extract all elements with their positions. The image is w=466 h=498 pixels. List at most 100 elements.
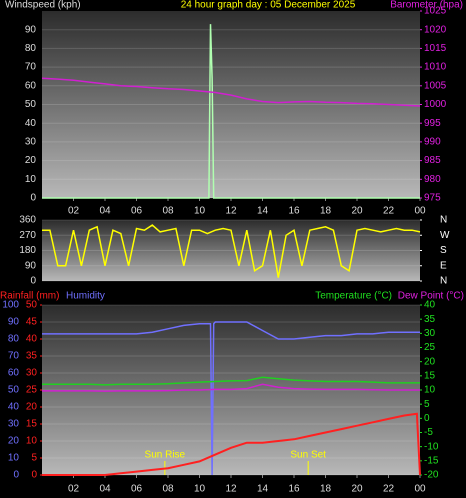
y2-tick-label: 975 <box>424 193 441 204</box>
y3-tick-label: 40 <box>26 334 38 345</box>
y-tick-label: 40 <box>25 118 37 129</box>
y-tick-label: 360 <box>19 215 36 226</box>
x-tick-label: 22 <box>383 484 395 495</box>
series-line <box>42 412 421 476</box>
y2-tick-label: 5 <box>424 399 430 410</box>
y2-tick-label: 1000 <box>424 99 447 110</box>
y-tick-label: 20 <box>8 436 20 447</box>
x-tick-label: 06 <box>131 484 143 495</box>
y2-tick-label: N <box>440 276 447 287</box>
y-tick-label: 60 <box>8 368 20 379</box>
y-tick-label: 20 <box>25 155 37 166</box>
y-tick-label: 100 <box>2 300 19 311</box>
y-tick-label: 50 <box>8 385 20 396</box>
x-tick-label: 12 <box>225 206 237 217</box>
y-tick-label: 30 <box>8 419 20 430</box>
y3-tick-label: 45 <box>26 317 38 328</box>
plot-area <box>42 11 420 198</box>
y2-tick-label: 30 <box>424 328 436 339</box>
y-tick-label: 80 <box>25 43 37 54</box>
y3-tick-label: 5 <box>31 453 37 464</box>
y2-tick-label: 1020 <box>424 24 447 35</box>
y-tick-label: 90 <box>8 317 20 328</box>
x-tick-label: 16 <box>288 484 300 495</box>
y2-tick-label: 985 <box>424 155 441 166</box>
y-tick-label: 60 <box>25 80 37 91</box>
y2-tick-label: N <box>440 215 447 226</box>
y-tick-label: 0 <box>30 276 36 287</box>
y-tick-label: 40 <box>8 402 20 413</box>
y-tick-label: 80 <box>8 334 20 345</box>
y2-tick-label: 0 <box>424 413 430 424</box>
y2-tick-label: S <box>440 245 447 256</box>
x-tick-label: 16 <box>288 206 300 217</box>
x-tick-label: 02 <box>68 206 80 217</box>
y3-tick-label: 50 <box>26 300 38 311</box>
x-tick-label: 10 <box>194 206 206 217</box>
y2-tick-label: -5 <box>424 427 433 438</box>
x-tick-label: 18 <box>320 206 332 217</box>
y-tick-label: 10 <box>25 174 37 185</box>
y3-tick-label: 35 <box>26 351 38 362</box>
x-tick-label: 22 <box>383 206 395 217</box>
y3-tick-label: 10 <box>26 436 38 447</box>
axis-title: Humidity <box>66 291 105 302</box>
y2-tick-label: 990 <box>424 137 441 148</box>
series-line <box>42 376 420 386</box>
y-tick-label: 90 <box>25 24 37 35</box>
x-tick-label: 04 <box>99 206 111 217</box>
series-line <box>42 224 421 278</box>
y2-tick-label: E <box>440 260 447 271</box>
y-tick-label: 0 <box>30 193 36 204</box>
axis-title: Windspeed (kph) <box>5 0 81 11</box>
y3-tick-label: 25 <box>26 385 38 396</box>
series-line <box>42 24 420 199</box>
series-line <box>41 77 421 107</box>
x-tick-label: 20 <box>351 484 363 495</box>
axis-title: Dew Point (°C) <box>398 291 464 302</box>
x-tick-label: 20 <box>351 206 363 217</box>
y2-tick-label: -15 <box>424 455 439 466</box>
annotation: Sun Rise <box>145 450 186 461</box>
y-tick-label: 50 <box>25 99 37 110</box>
x-tick-label: 06 <box>131 206 143 217</box>
y2-tick-label: 15 <box>424 370 436 381</box>
x-tick-label: 14 <box>257 484 269 495</box>
axis-title: Temperature (°C) <box>315 291 392 302</box>
y2-tick-label: 25 <box>424 342 436 353</box>
axis-title: Rainfall (mm) <box>0 291 59 302</box>
y-tick-label: 0 <box>13 470 19 481</box>
y2-tick-label: 1025 <box>424 6 447 17</box>
series-line <box>42 383 420 392</box>
y-tick-label: 90 <box>25 260 37 271</box>
x-tick-label: 00 <box>414 206 426 217</box>
y-tick-label: 30 <box>25 137 37 148</box>
y-tick-label: 70 <box>8 351 20 362</box>
y-tick-label: 270 <box>19 230 36 241</box>
y2-tick-label: 10 <box>424 385 436 396</box>
x-tick-label: 02 <box>68 484 80 495</box>
x-tick-label: 04 <box>99 484 111 495</box>
x-tick-label: 08 <box>162 206 174 217</box>
y2-tick-label: 40 <box>424 300 436 311</box>
y3-tick-label: 15 <box>26 419 38 430</box>
axis-title: Barometer (hpa) <box>390 0 463 11</box>
y2-tick-label: 995 <box>424 118 441 129</box>
x-tick-label: 00 <box>414 484 426 495</box>
y2-tick-label: 20 <box>424 356 436 367</box>
x-tick-label: 14 <box>257 206 269 217</box>
y3-tick-label: 20 <box>26 402 38 413</box>
y2-tick-label: W <box>440 230 450 241</box>
series-line <box>42 321 420 476</box>
y3-tick-label: 0 <box>31 470 37 481</box>
y-tick-label: 180 <box>19 245 36 256</box>
y-tick-label: 70 <box>25 62 37 73</box>
axis-title: 24 hour graph day : 05 December 2025 <box>181 0 356 11</box>
annotation: Sun Set <box>290 450 326 461</box>
y3-tick-label: 30 <box>26 368 38 379</box>
y2-tick-label: 1005 <box>424 80 447 91</box>
x-tick-label: 10 <box>194 484 206 495</box>
y2-tick-label: -10 <box>424 441 439 452</box>
y2-tick-label: 35 <box>424 314 436 325</box>
